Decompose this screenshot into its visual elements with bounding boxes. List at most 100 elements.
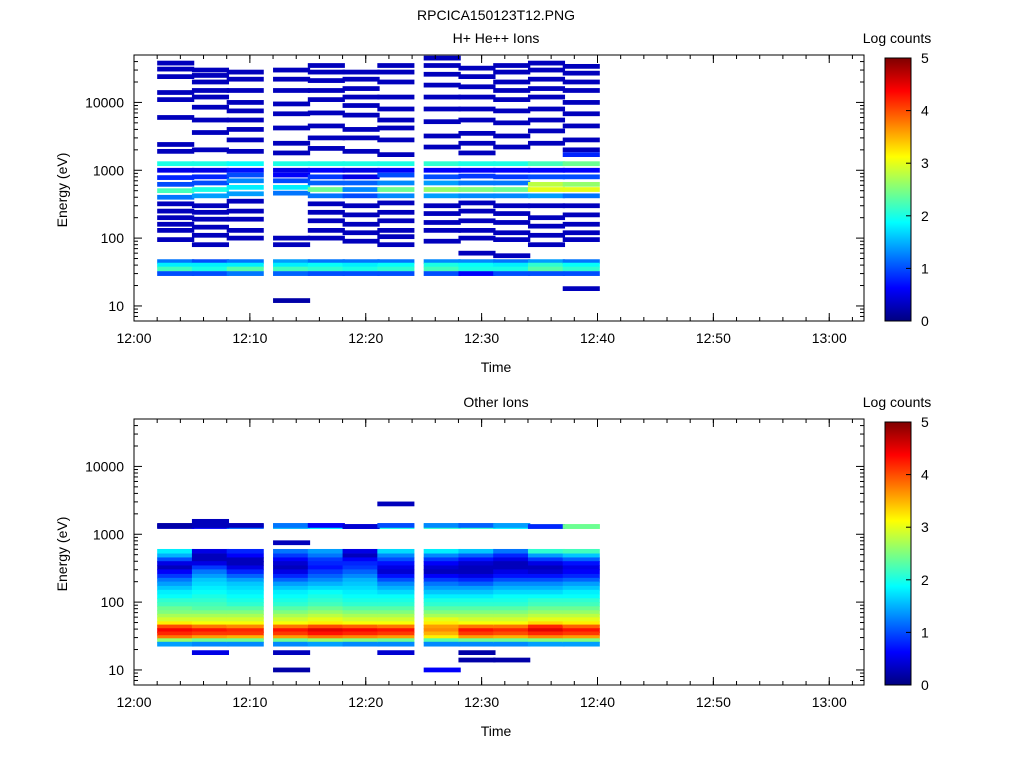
heatmap-cell [377,548,415,554]
heatmap-cell [527,631,566,637]
heatmap-cell [226,262,264,268]
heatmap-cell [458,218,496,224]
heatmap-cell [458,208,496,214]
heatmap-cell [493,253,531,259]
x-tick-label: 12:00 [116,330,151,346]
heatmap-cell [377,638,415,644]
heatmap-cell [226,641,264,647]
heatmap-cell [226,569,264,575]
heatmap-cell [458,84,496,90]
heatmap-cell [157,613,195,619]
heatmap-cell [458,573,496,579]
heatmap-cell [273,602,311,607]
heatmap-cell [493,581,531,587]
heatmap-cell [458,117,496,123]
heatmap-cell [458,657,496,663]
heatmap-cell [273,581,311,587]
heatmap-cell [562,237,600,242]
heatmap-cell [377,561,415,566]
heatmap-cell [307,174,345,180]
heatmap-cell [493,203,531,209]
heatmap-cell [157,598,195,604]
heatmap-cell [493,174,531,180]
heatmap-cell [562,602,600,607]
heatmap-cell [307,638,345,644]
heatmap-cell [423,624,461,630]
heatmap-cell [493,657,531,663]
x-axis-label: Time [481,723,512,739]
heatmap-cell [273,613,311,619]
heatmap-cell [226,573,264,579]
heatmap-cell [157,617,195,623]
heatmap-cell [226,548,264,554]
heatmap-cell [527,128,566,134]
heatmap-cell [342,548,380,554]
heatmap-cell [157,553,195,559]
colorbar-gradient [884,57,912,322]
heatmap-cell [191,585,230,591]
colorbar-tick-label: 5 [921,50,929,66]
x-tick-label: 12:30 [464,694,499,710]
heatmap-cell [493,606,531,612]
heatmap-cell [562,111,600,117]
heatmap-cell [226,127,264,132]
heatmap-cell [307,565,345,571]
heatmap-cell [377,167,415,173]
heatmap-cell [157,561,195,566]
heatmap-cell [307,88,345,93]
heatmap-cell [458,613,496,619]
heatmap-cell [157,585,195,591]
heatmap-cell [493,262,531,268]
heatmap-cell [423,106,461,112]
heatmap-cell [307,266,345,272]
heatmap-cell [307,573,345,579]
heatmap-cell [191,548,230,554]
heatmap-cell [493,63,531,68]
heatmap-cell [458,602,496,607]
heatmap-cell [342,598,380,604]
heatmap-cell [423,266,461,272]
heatmap-cell [191,209,230,215]
heatmap-cell [342,94,380,100]
heatmap-cell [157,161,195,167]
heatmap-cell [493,548,531,554]
heatmap-cell [226,161,264,167]
heatmap-cell [342,148,380,154]
heatmap-cell [157,90,195,95]
heatmap-cell [377,242,415,248]
heatmap-cell [307,585,345,591]
heatmap-cell [423,228,461,233]
heatmap-cell [157,271,195,276]
heatmap-cell [157,631,195,637]
heatmap-cell [307,180,345,186]
heatmap-cell [493,108,531,114]
heatmap-cell [191,617,230,623]
heatmap-cell [342,161,380,167]
heatmap-cell [562,561,600,566]
heatmap-cell [307,635,345,640]
heatmap-cell [191,262,230,268]
y-tick-label: 10 [108,298,124,314]
heatmap-cell [307,271,345,276]
colorbar-tick-label: 1 [921,260,929,276]
heatmap-cell [191,581,230,587]
heatmap-cell [377,523,415,528]
heatmap-cell [273,557,311,563]
plot-frame [133,54,865,322]
heatmap-cell [307,617,345,623]
heatmap-cell [191,650,230,656]
heatmap-cell [458,606,496,612]
heatmap-cell [423,613,461,619]
heatmap-cell [377,106,415,112]
heatmap-cell [342,573,380,579]
heatmap-cell [191,606,230,612]
heatmap-cell [273,161,311,167]
heatmap-cell [342,266,380,272]
heatmap-cell [191,271,230,276]
heatmap-cell [157,602,195,607]
heatmap-cell [191,216,230,222]
heatmap-cell [527,641,566,647]
y-tick-label: 100 [101,594,125,610]
heatmap-cell [307,262,345,268]
x-tick-label: 12:30 [464,330,499,346]
